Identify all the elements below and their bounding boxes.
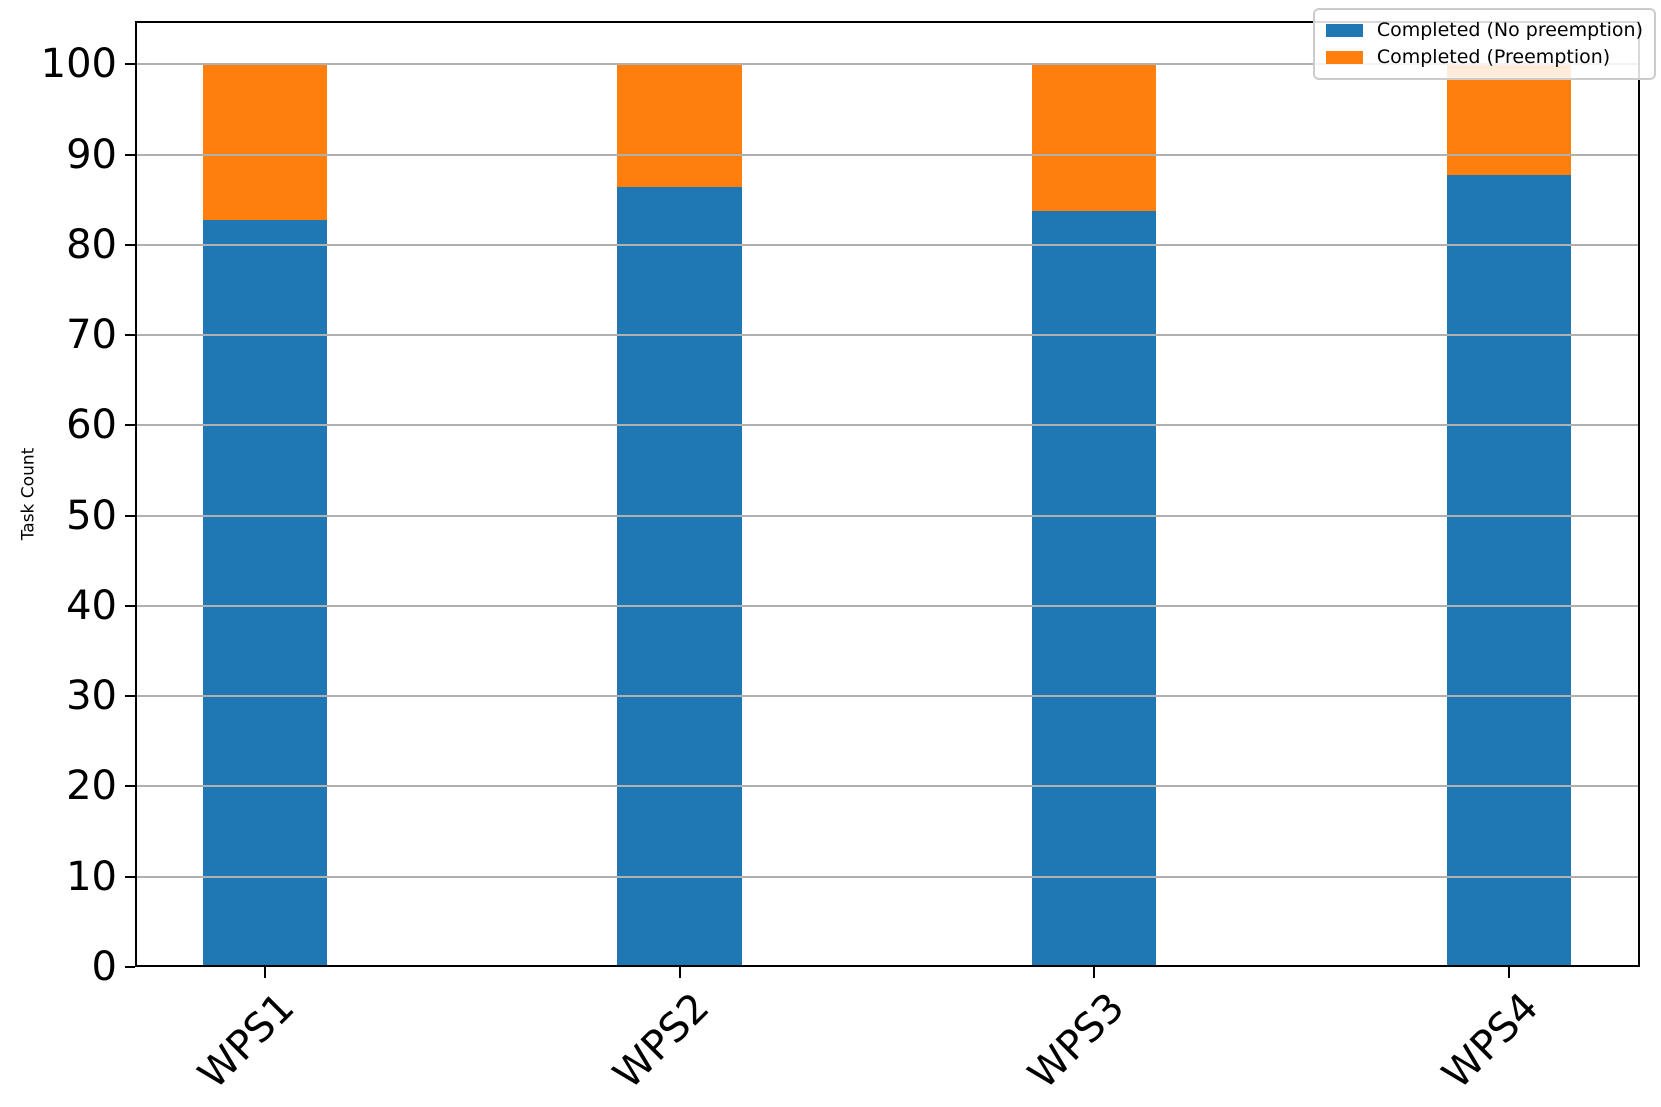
x-tick-label-wps3: WPS3 [1019, 984, 1134, 1098]
bar-segment-wps1 [202, 220, 327, 967]
gridline-y-70 [135, 334, 1640, 337]
bar-segment-wps4 [1446, 175, 1572, 967]
y-tick-label-40: 40 [66, 582, 117, 629]
x-tick-label-wps1: WPS1 [190, 984, 304, 1098]
legend-label-preemption: Completed (Preemption) [1376, 46, 1611, 68]
y-tick-label-90: 90 [66, 131, 117, 178]
y-tick-label-70: 70 [66, 312, 117, 359]
bar-segment-wps1 [202, 64, 327, 221]
axes-spines [135, 21, 1640, 967]
y-tick-label-50: 50 [66, 492, 117, 539]
legend-label-no-preemption: Completed (No preemption) [1376, 19, 1643, 41]
y-tick-mark-40 [125, 604, 135, 607]
plot-area [135, 21, 1640, 967]
gridline-y-30 [135, 695, 1640, 698]
legend: Completed (No preemption) Completed (Pre… [1312, 8, 1656, 80]
gridline-y-50 [135, 514, 1640, 517]
y-tick-label-20: 20 [66, 763, 117, 810]
x-tick-mark-wps4 [1507, 967, 1510, 978]
y-tick-label-80: 80 [66, 221, 117, 268]
legend-swatch-preemption-icon [1325, 51, 1363, 64]
gridline-y-20 [135, 785, 1640, 788]
y-tick-mark-100 [125, 63, 135, 66]
bar-segment-wps3 [1032, 64, 1157, 212]
y-tick-mark-80 [125, 243, 135, 246]
y-tick-label-10: 10 [66, 853, 117, 900]
y-tick-label-30: 30 [66, 673, 117, 720]
y-tick-mark-0 [125, 966, 135, 968]
y-tick-label-0: 0 [91, 944, 117, 990]
gridline-y-100 [135, 63, 1640, 66]
bar-segment-wps3 [1032, 211, 1157, 967]
y-tick-mark-60 [125, 424, 135, 427]
y-tick-mark-70 [125, 334, 135, 337]
gridline-y-80 [135, 243, 1640, 246]
bar-segment-wps4 [1446, 64, 1572, 176]
gridline-y-90 [135, 153, 1640, 156]
x-tick-label-wps2: WPS2 [604, 984, 719, 1098]
y-tick-mark-50 [125, 514, 135, 517]
x-tick-mark-wps3 [1093, 967, 1096, 978]
legend-item-no-preemption: Completed (No preemption) [1325, 17, 1643, 44]
gridline-y-40 [135, 604, 1640, 607]
legend-item-preemption: Completed (Preemption) [1325, 44, 1643, 71]
y-tick-label-60: 60 [66, 402, 117, 449]
x-tick-label-wps4: WPS4 [1434, 984, 1548, 1098]
y-tick-mark-20 [125, 785, 135, 788]
y-tick-mark-30 [125, 695, 135, 698]
bar-segment-wps2 [617, 187, 742, 967]
gridline-y-10 [135, 875, 1640, 878]
y-tick-label-100: 100 [40, 41, 117, 88]
y-tick-mark-10 [125, 875, 135, 878]
x-tick-mark-wps1 [263, 967, 266, 978]
y-tick-mark-90 [125, 153, 135, 156]
x-tick-mark-wps2 [678, 967, 681, 978]
gridline-y-60 [135, 424, 1640, 427]
bar-segment-wps2 [617, 64, 742, 188]
legend-swatch-no-preemption-icon [1325, 24, 1363, 37]
